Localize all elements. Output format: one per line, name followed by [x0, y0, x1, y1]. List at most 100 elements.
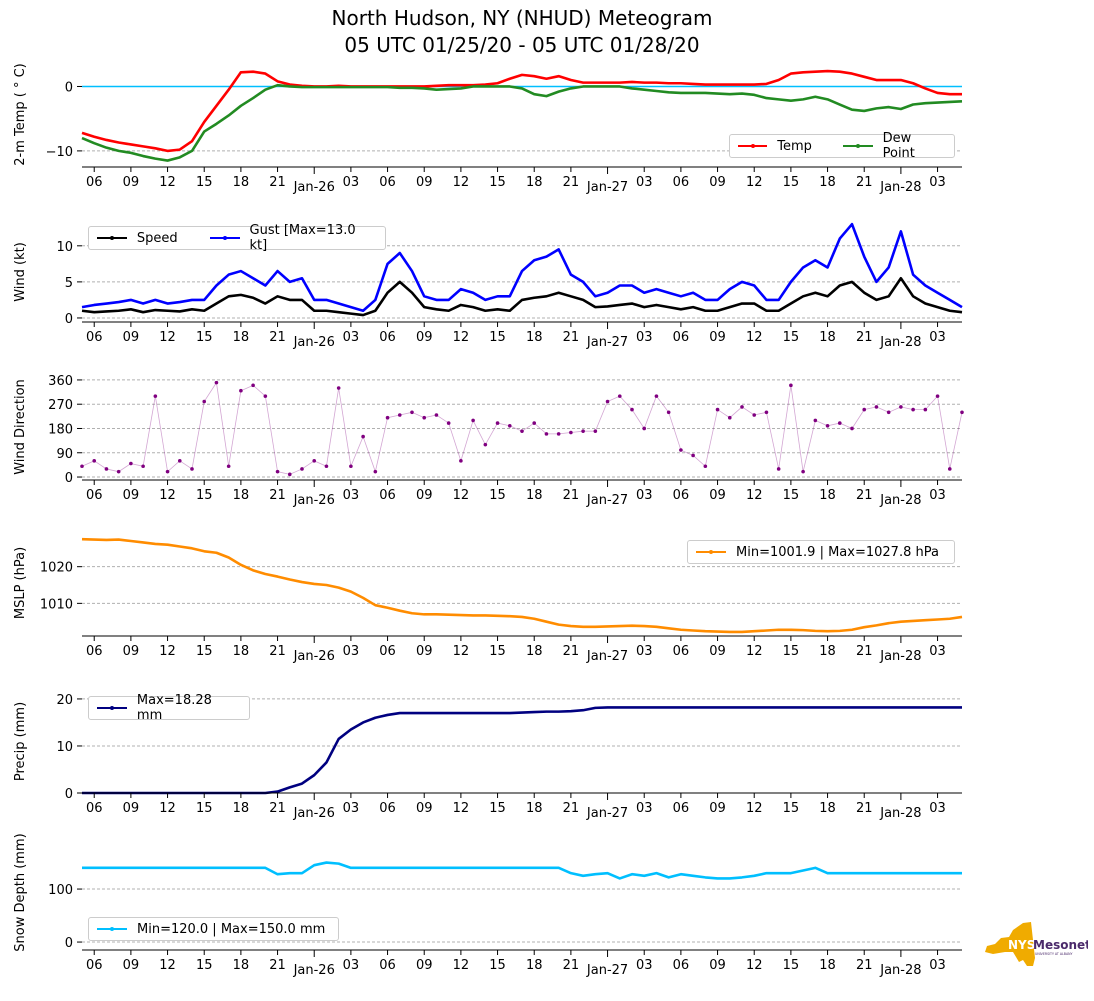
dir-point: [581, 429, 585, 433]
dir-xtick-label: 03: [636, 488, 653, 503]
precip-xtick-label: 12: [453, 801, 470, 816]
temp-ytick-label: −10: [46, 145, 73, 160]
temp-xtick-label: 18: [819, 175, 836, 190]
dir-point: [177, 459, 182, 463]
chart-title-line2: 05 UTC 01/25/20 - 05 UTC 01/28/20: [344, 33, 700, 57]
temp-xtick-label: 21: [856, 175, 873, 190]
snow-xtick-label: 15: [489, 958, 506, 973]
wind-xtick-label: 15: [489, 330, 506, 345]
dir-ytick-label: 0: [65, 471, 73, 486]
logo-nys-text: NYS: [1008, 938, 1035, 952]
precip-xtick-label: 12: [159, 801, 176, 816]
dir-xtick-label: 09: [709, 488, 726, 503]
dir-point: [825, 423, 830, 428]
dir-point: [214, 380, 219, 385]
snow-panel: 0 100 Snow Depth (mm) 06 09 12 15 18 21 Jan-26 03 0…: [13, 833, 962, 978]
snow-xtick-label: 21: [269, 958, 286, 973]
dir-point: [275, 469, 280, 474]
precip-xtick-label: 21: [269, 801, 286, 816]
dir-point: [239, 388, 243, 393]
dir-point: [776, 467, 781, 471]
temp-legend-swatch: [738, 143, 768, 148]
dir-point: [507, 423, 512, 428]
dir-xtick-label: Jan-28: [879, 493, 921, 508]
temp-xtick-label: 03: [343, 175, 360, 190]
wind-xtick-label: 06: [86, 330, 103, 345]
mslp-xtick-label: 21: [269, 644, 286, 659]
dir-xtick-label: 06: [86, 488, 103, 503]
speed-legend-label: Speed: [136, 230, 178, 246]
dir-point: [630, 407, 634, 412]
dir-xtick-label: 03: [343, 488, 360, 503]
temp-xtick-label: 21: [269, 175, 286, 190]
mslp-xtick-label: 18: [233, 644, 250, 659]
dir-point: [740, 405, 744, 409]
wind-xtick-label: 06: [379, 330, 396, 345]
dir-point: [935, 394, 940, 398]
speed-legend-swatch: [97, 235, 127, 240]
wind-ylabel: Wind (kt): [13, 242, 28, 302]
precip-legend: Max=18.28 mm: [88, 693, 250, 723]
dir-point: [324, 464, 329, 469]
dir-point: [850, 426, 854, 431]
dir-point: [715, 407, 720, 412]
snow-xtick-label: 15: [196, 958, 213, 973]
temp-xtick-label: 09: [123, 175, 140, 190]
precip-xtick-label: 15: [196, 801, 213, 816]
wind-panel: 0 5 10 Wind (kt) 06 09 12 15 18 21 Jan-26 03 06 09 12 1…: [13, 222, 963, 350]
gust-legend-label: Gust [Max=13.0 kt]: [249, 223, 356, 253]
mslp-xtick-label: Jan-28: [879, 649, 921, 664]
mslp-ytick-label: 1020: [40, 561, 73, 576]
dir-point: [104, 467, 109, 471]
snow-xtick-label: 09: [416, 958, 433, 973]
mslp-xtick-label: 03: [636, 644, 653, 659]
dir-point: [727, 415, 732, 420]
dir-point: [666, 410, 671, 415]
dir-ytick-label: 270: [48, 398, 73, 413]
mslp-xtick-label: 18: [526, 644, 543, 659]
snow-ytick-label: 100: [48, 883, 73, 898]
dir-point: [544, 432, 549, 436]
mslp-xtick-label: 09: [416, 644, 433, 659]
wind-xtick-label: 09: [709, 330, 726, 345]
mslp-xtick-label: Jan-26: [293, 649, 335, 664]
wind-xtick-label: 12: [746, 330, 763, 345]
dir-point: [874, 405, 879, 409]
dir-point: [593, 429, 598, 433]
chart-title-line1: North Hudson, NY (NHUD) Meteogram: [331, 6, 713, 30]
dir-point: [789, 383, 793, 388]
wind-xtick-label: Jan-28: [879, 335, 921, 350]
temp-xtick-label: 15: [196, 175, 213, 190]
dir-point: [862, 407, 867, 412]
dir-point: [446, 421, 451, 425]
temp-xtick-label: Jan-28: [879, 180, 921, 195]
dir-point: [532, 421, 537, 425]
wind-xtick-label: 12: [159, 330, 176, 345]
dir-ylabel: Wind Direction: [13, 379, 28, 475]
temp-ylabel: 2-m Temp ( ° C): [13, 63, 28, 166]
dir-point: [911, 407, 915, 412]
temp-xtick-label: 18: [233, 175, 250, 190]
dir-point: [263, 394, 268, 398]
dir-point: [361, 434, 365, 439]
dir-point: [410, 410, 414, 415]
dir-xtick-label: 15: [783, 488, 800, 503]
dir-xtick-label: 06: [379, 488, 396, 503]
precip-xtick-label: 15: [489, 801, 506, 816]
dir-xtick-label: 06: [673, 488, 690, 503]
mslp-xtick-label: 06: [86, 644, 103, 659]
temp-temp-line: [81, 69, 962, 153]
wind-ytick-label: 5: [65, 276, 73, 291]
dir-point: [520, 429, 524, 433]
dir-ytick-label: 180: [48, 422, 73, 437]
dir-point: [960, 410, 964, 415]
mslp-xtick-label: 15: [489, 644, 506, 659]
dir-point: [471, 418, 475, 423]
precip-xtick-label: 06: [86, 801, 103, 816]
logo-university-text: UNIVERSITY AT ALBANY: [1035, 952, 1073, 956]
dir-xtick-label: 21: [856, 488, 873, 503]
snow-xtick-label: 09: [709, 958, 726, 973]
wind-xtick-label: 12: [453, 330, 470, 345]
wind-legend: Speed Gust [Max=13.0 kt]: [88, 223, 386, 253]
wind-xtick-label: 21: [563, 330, 580, 345]
